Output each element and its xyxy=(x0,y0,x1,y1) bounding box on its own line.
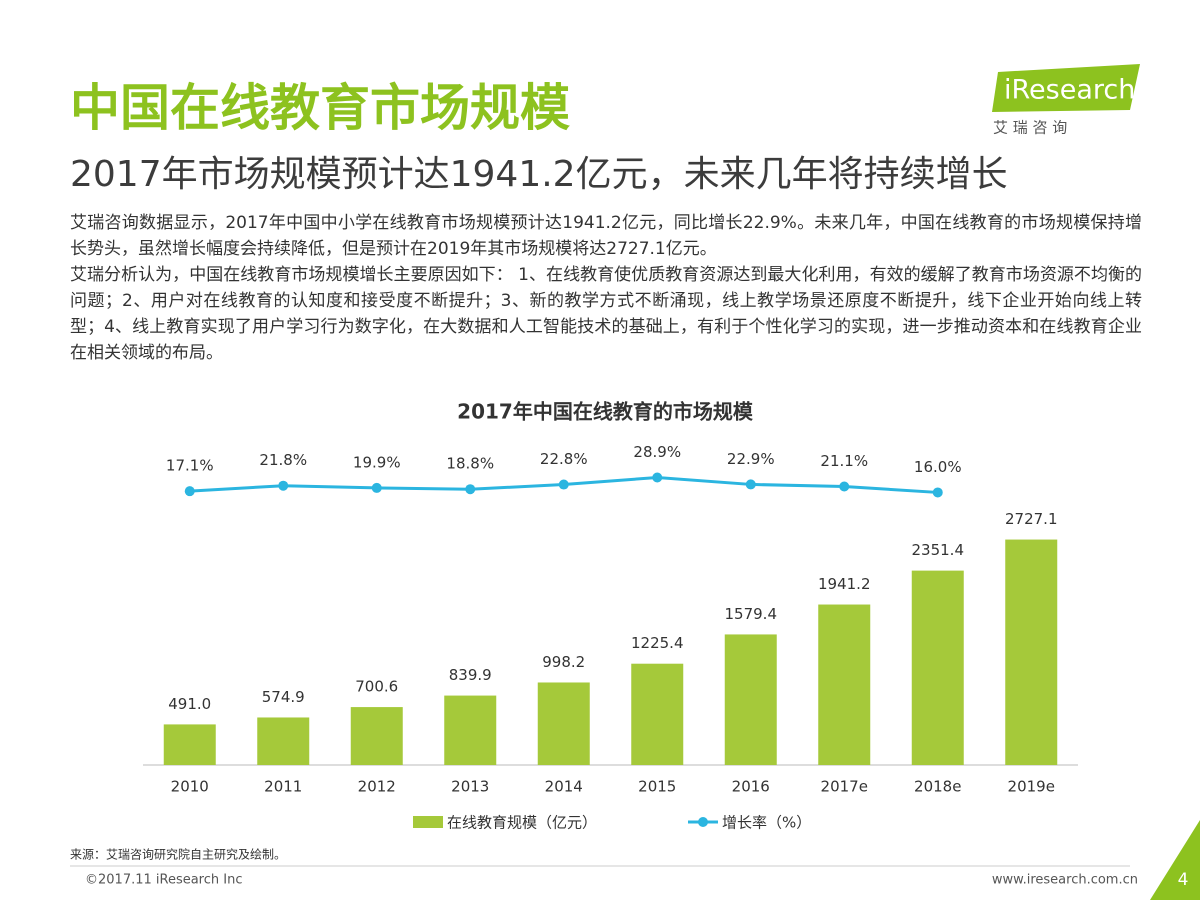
data-label: 16.0% xyxy=(914,458,962,476)
data-label: 21.8% xyxy=(259,451,307,469)
legend-label: 在线教育规模（亿元） xyxy=(447,814,597,832)
bar xyxy=(257,717,310,765)
bar xyxy=(818,604,871,765)
data-label: 28.9% xyxy=(633,443,681,461)
line-point xyxy=(278,480,289,491)
legend-swatch xyxy=(698,817,708,827)
data-label: 839.9 xyxy=(449,666,492,684)
subtitle: 2017年市场规模预计达1941.2亿元，未来几年将持续增长 xyxy=(70,154,1008,195)
data-label: 1225.4 xyxy=(631,634,684,652)
x-tick-label: 2018e xyxy=(914,778,961,796)
corner xyxy=(1150,820,1200,900)
paragraph: 艾瑞分析认为，中国在线教育市场规模增长主要原因如下： 1、在线教育使优质教育资源… xyxy=(70,265,1142,363)
x-tick-label: 2011 xyxy=(264,778,302,796)
data-label: 1579.4 xyxy=(725,605,778,623)
line-point xyxy=(652,472,663,483)
data-label: 22.9% xyxy=(727,450,775,468)
line-point xyxy=(184,486,195,497)
line-point xyxy=(839,481,850,492)
bar xyxy=(724,634,777,765)
bar xyxy=(631,663,684,765)
data-label: 491.0 xyxy=(168,695,211,713)
data-label: 17.1% xyxy=(166,457,214,475)
x-tick-label: 2014 xyxy=(545,778,583,796)
line-point xyxy=(465,484,476,495)
data-label: 574.9 xyxy=(262,688,305,706)
x-tick-label: 2015 xyxy=(638,778,676,796)
data-label: 2727.1 xyxy=(1005,510,1058,528)
line-point xyxy=(932,487,943,498)
bar xyxy=(350,707,403,765)
bar xyxy=(163,724,216,765)
copyright: ©2017.11 iResearch Inc xyxy=(85,873,243,888)
title: 中国在线教育市场规模 xyxy=(70,79,570,137)
data-label: 21.1% xyxy=(820,452,868,470)
logo-bg xyxy=(992,64,1140,112)
chart-title: 2017年中国在线教育的市场规模 xyxy=(457,400,754,424)
data-label: 19.9% xyxy=(353,453,401,471)
line-point xyxy=(371,482,382,493)
url: www.iresearch.com.cn xyxy=(992,873,1138,888)
x-tick-label: 2016 xyxy=(732,778,770,796)
paragraph: 艾瑞咨询数据显示，2017年中国中小学在线教育市场规模预计达1941.2亿元，同… xyxy=(70,213,1142,259)
bar xyxy=(444,695,497,765)
x-tick-label: 2013 xyxy=(451,778,489,796)
data-label: 1941.2 xyxy=(818,575,871,593)
line-point xyxy=(745,479,756,490)
legend-swatch xyxy=(413,816,443,828)
data-label: 2351.4 xyxy=(912,541,965,559)
x-tick-label: 2010 xyxy=(171,778,209,796)
data-label: 22.8% xyxy=(540,450,588,468)
data-label: 700.6 xyxy=(355,678,398,696)
source: 来源：艾瑞咨询研究院自主研究及绘制。 xyxy=(70,847,286,862)
bar xyxy=(911,570,964,765)
body-text: 艾瑞咨询数据显示，2017年中国中小学在线教育市场规模预计达1941.2亿元，同… xyxy=(70,210,1142,366)
bar xyxy=(1005,539,1058,765)
data-label: 18.8% xyxy=(446,455,494,473)
x-tick-label: 2019e xyxy=(1008,778,1055,796)
bar xyxy=(537,682,590,765)
logo-cn: 艾 瑞 咨 询 xyxy=(993,119,1067,137)
legend-label: 增长率（%） xyxy=(722,814,811,832)
x-tick-label: 2012 xyxy=(358,778,396,796)
data-label: 998.2 xyxy=(542,653,585,671)
line-point xyxy=(558,479,569,490)
page-number: 4 xyxy=(1178,870,1189,890)
logo-name: iResearch xyxy=(1004,75,1135,106)
x-tick-label: 2017e xyxy=(821,778,868,796)
